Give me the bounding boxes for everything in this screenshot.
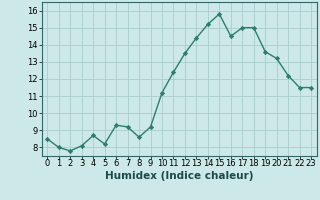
X-axis label: Humidex (Indice chaleur): Humidex (Indice chaleur)	[105, 171, 253, 181]
